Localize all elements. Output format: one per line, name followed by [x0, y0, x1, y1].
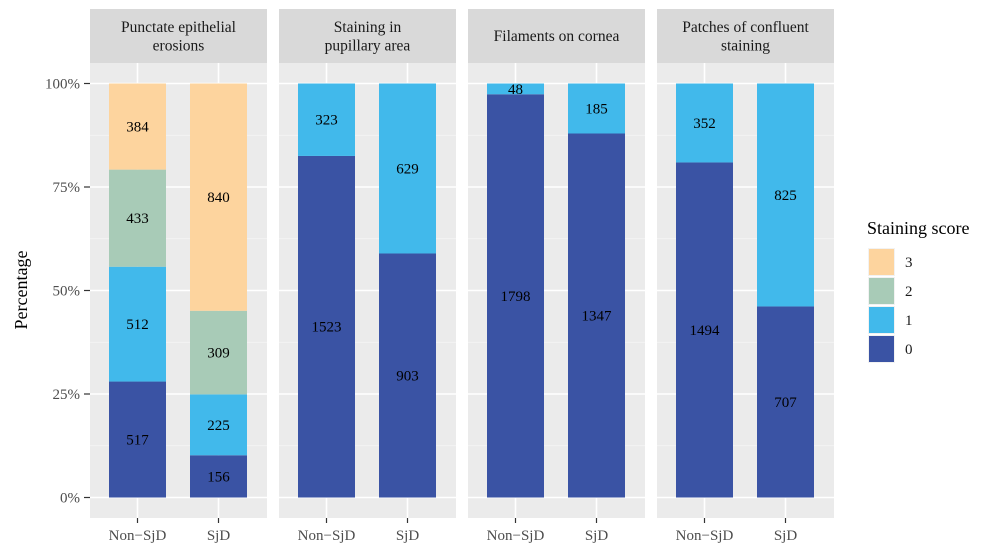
bar-segment-label: 903: [396, 368, 419, 384]
facet-panel: Filaments on cornea 1798 48 1347 185 Non−SjD S…: [468, 9, 645, 544]
facet-title: Punctate epithelial: [121, 19, 236, 36]
bar-segment: [298, 155, 355, 498]
y-tick-label: 75%: [53, 180, 81, 196]
facet-strip: [90, 9, 267, 63]
bar-segment-label: 512: [126, 317, 149, 333]
bar-segment: [676, 162, 733, 498]
x-tick-label: Non−SjD: [487, 528, 545, 544]
bar-segment-label: 323: [315, 113, 338, 129]
x-tick-label: Non−SjD: [298, 528, 356, 544]
legend-key: [869, 249, 894, 275]
bar-segment-label: 1798: [501, 289, 531, 305]
facet-strip: [468, 9, 645, 63]
bar-segment-label: 433: [126, 211, 149, 227]
bar-segment-label: 48: [508, 82, 523, 98]
bar-segment: [757, 83, 814, 307]
y-tick-label: 25%: [53, 387, 81, 403]
facet-title: Filaments on cornea: [494, 28, 620, 45]
bar-segment-label: 629: [396, 161, 419, 177]
bar-segment: [487, 83, 544, 95]
facet-title: pupillary area: [325, 37, 411, 54]
legend-label: 3: [905, 255, 913, 271]
y-tick-label: 100%: [45, 77, 80, 93]
legend-key: [869, 307, 894, 333]
legend-title: Staining score: [867, 218, 969, 238]
legend-label: 1: [905, 313, 913, 329]
bar-segment-label: 352: [693, 116, 716, 132]
legend: Staining score 3 2 1 0: [867, 218, 969, 363]
facet-strip: [657, 9, 834, 63]
x-tick-label: SjD: [585, 528, 609, 544]
x-tick-label: Non−SjD: [109, 528, 167, 544]
y-tick-label: 0%: [60, 491, 80, 507]
x-tick-label: SjD: [207, 528, 231, 544]
bar-segment: [568, 133, 625, 498]
legend-label: 2: [905, 284, 913, 300]
facet-title: erosions: [153, 37, 205, 54]
bar-segment-label: 1347: [582, 308, 613, 324]
bar-segment-label: 156: [207, 469, 230, 485]
x-tick-label: SjD: [396, 528, 420, 544]
bar-segment: [109, 169, 166, 267]
bar-segment: [487, 94, 544, 498]
bar-segment-label: 825: [774, 188, 797, 204]
bar-segment-label: 185: [585, 101, 608, 117]
legend-key: [869, 336, 894, 362]
bar-segment: [676, 83, 733, 163]
bar-segment: [379, 253, 436, 498]
bar-segment-label: 309: [207, 346, 230, 362]
bar-segment: [190, 310, 247, 395]
facet-title: staining: [721, 37, 770, 54]
legend-key: [869, 278, 894, 304]
bar-segment-label: 1523: [312, 320, 342, 336]
x-tick-label: SjD: [774, 528, 798, 544]
bar-segment: [109, 266, 166, 382]
bar-segment: [109, 83, 166, 170]
bar-segment-label: 517: [126, 433, 149, 449]
bar-segment: [757, 306, 814, 498]
bar-segment-label: 384: [126, 120, 149, 136]
bar-segment: [298, 83, 355, 156]
legend-label: 0: [905, 342, 913, 358]
facet-strip: [279, 9, 456, 63]
facet-title: Patches of confluent: [682, 19, 809, 36]
bar-segment: [190, 394, 247, 456]
facet-title: Staining in: [334, 19, 402, 36]
bar-segment: [109, 381, 166, 498]
bar-segment-label: 840: [207, 190, 230, 206]
bar-segment-label: 707: [774, 395, 797, 411]
bar-segment: [190, 83, 247, 311]
bar-segment: [190, 455, 247, 498]
bar-segment-label: 225: [207, 418, 230, 434]
y-axis-ticks: 0% 25% 50% 75% 100%: [45, 77, 90, 507]
y-axis-title: Percentage: [11, 251, 31, 330]
bar-segment: [379, 83, 436, 254]
bar-segment-label: 1494: [690, 323, 721, 339]
bar-segment: [568, 83, 625, 134]
x-tick-label: Non−SjD: [676, 528, 734, 544]
y-tick-label: 50%: [53, 284, 81, 300]
